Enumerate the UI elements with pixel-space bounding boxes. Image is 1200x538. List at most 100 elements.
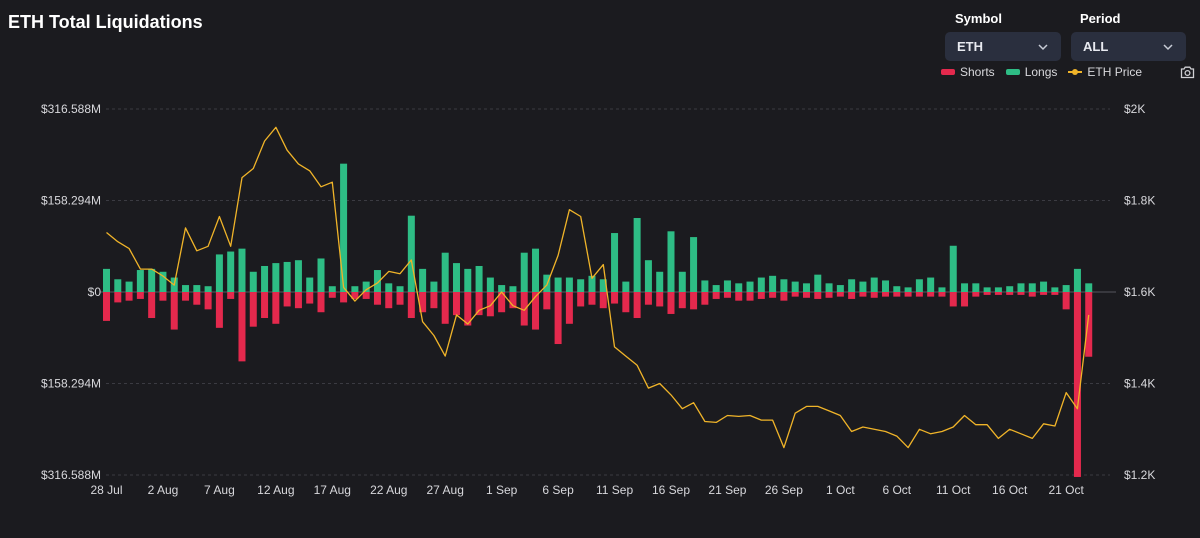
long-bar[interactable] <box>769 275 777 292</box>
short-bar[interactable] <box>599 292 607 309</box>
long-bar[interactable] <box>961 283 969 292</box>
long-bar[interactable] <box>306 277 314 292</box>
short-bar[interactable] <box>622 292 630 313</box>
long-bar[interactable] <box>554 277 562 292</box>
long-bar[interactable] <box>419 268 427 292</box>
short-bar[interactable] <box>859 292 867 297</box>
short-bar[interactable] <box>1028 292 1036 297</box>
long-bar[interactable] <box>611 233 619 292</box>
short-bar[interactable] <box>249 292 257 327</box>
short-bar[interactable] <box>633 292 641 319</box>
long-bar[interactable] <box>802 283 810 292</box>
long-bar[interactable] <box>859 281 867 292</box>
long-bar[interactable] <box>870 277 878 292</box>
legend-item-shorts[interactable]: Shorts <box>941 65 995 79</box>
long-bar[interactable] <box>317 258 325 292</box>
short-bar[interactable] <box>238 292 246 362</box>
short-bar[interactable] <box>1073 292 1081 477</box>
long-bar[interactable] <box>1051 287 1059 292</box>
long-bar[interactable] <box>746 281 754 292</box>
short-bar[interactable] <box>351 292 359 299</box>
long-bar[interactable] <box>294 260 302 292</box>
long-bar[interactable] <box>407 215 415 292</box>
short-bar[interactable] <box>441 292 449 324</box>
long-bar[interactable] <box>644 260 652 292</box>
short-bar[interactable] <box>644 292 652 305</box>
short-bar[interactable] <box>678 292 686 309</box>
long-bar[interactable] <box>441 252 449 292</box>
short-bar[interactable] <box>193 292 201 305</box>
short-bar[interactable] <box>317 292 325 313</box>
short-bar[interactable] <box>430 292 438 309</box>
short-bar[interactable] <box>825 292 833 298</box>
short-bar[interactable] <box>272 292 280 324</box>
short-bar[interactable] <box>667 292 675 314</box>
long-bar[interactable] <box>204 286 212 292</box>
long-bar[interactable] <box>656 271 664 292</box>
short-bar[interactable] <box>848 292 856 299</box>
long-bar[interactable] <box>249 271 257 292</box>
long-bar[interactable] <box>1006 286 1014 292</box>
short-bar[interactable] <box>306 292 314 304</box>
short-bar[interactable] <box>972 292 980 297</box>
long-bar[interactable] <box>949 245 957 292</box>
long-bar[interactable] <box>712 285 720 292</box>
long-bar[interactable] <box>836 285 844 292</box>
long-bar[interactable] <box>994 287 1002 292</box>
long-bar[interactable] <box>1028 283 1036 292</box>
long-bar[interactable] <box>159 271 167 292</box>
long-bar[interactable] <box>893 286 901 292</box>
long-bar[interactable] <box>723 280 731 292</box>
long-bar[interactable] <box>622 281 630 292</box>
long-bar[interactable] <box>340 163 348 292</box>
short-bar[interactable] <box>791 292 799 297</box>
short-bar[interactable] <box>904 292 912 297</box>
long-bar[interactable] <box>193 285 201 292</box>
short-bar[interactable] <box>159 292 167 301</box>
short-bar[interactable] <box>882 292 890 297</box>
short-bar[interactable] <box>723 292 731 298</box>
short-bar[interactable] <box>915 292 923 297</box>
long-bar[interactable] <box>1017 283 1025 292</box>
long-bar[interactable] <box>780 279 788 292</box>
short-bar[interactable] <box>125 292 133 301</box>
short-bar[interactable] <box>294 292 302 309</box>
short-bar[interactable] <box>385 292 393 309</box>
long-bar[interactable] <box>215 254 223 292</box>
short-bar[interactable] <box>1085 292 1093 357</box>
long-bar[interactable] <box>373 270 381 292</box>
short-bar[interactable] <box>475 292 483 316</box>
long-bar[interactable] <box>927 277 935 292</box>
short-bar[interactable] <box>103 292 110 321</box>
long-bar[interactable] <box>565 277 573 292</box>
long-bar[interactable] <box>690 237 698 292</box>
short-bar[interactable] <box>802 292 810 298</box>
long-bar[interactable] <box>633 218 641 292</box>
long-bar[interactable] <box>520 252 528 292</box>
short-bar[interactable] <box>328 292 336 298</box>
long-bar[interactable] <box>272 263 280 292</box>
long-bar[interactable] <box>701 280 709 292</box>
short-bar[interactable] <box>893 292 901 297</box>
short-bar[interactable] <box>938 292 946 297</box>
short-bar[interactable] <box>520 292 528 326</box>
short-bar[interactable] <box>509 292 517 309</box>
long-bar[interactable] <box>735 283 743 292</box>
long-bar[interactable] <box>114 279 122 292</box>
long-bar[interactable] <box>475 265 483 292</box>
long-bar[interactable] <box>385 283 393 292</box>
short-bar[interactable] <box>769 292 777 298</box>
long-bar[interactable] <box>667 231 675 292</box>
short-bar[interactable] <box>170 292 178 330</box>
short-bar[interactable] <box>983 292 991 295</box>
short-bar[interactable] <box>1006 292 1014 295</box>
long-bar[interactable] <box>1062 285 1070 292</box>
short-bar[interactable] <box>554 292 562 345</box>
short-bar[interactable] <box>870 292 878 298</box>
long-bar[interactable] <box>757 277 765 292</box>
short-bar[interactable] <box>136 292 144 299</box>
short-bar[interactable] <box>215 292 223 328</box>
long-bar[interactable] <box>848 279 856 292</box>
long-bar[interactable] <box>351 286 359 292</box>
camera-icon[interactable] <box>1180 65 1195 79</box>
